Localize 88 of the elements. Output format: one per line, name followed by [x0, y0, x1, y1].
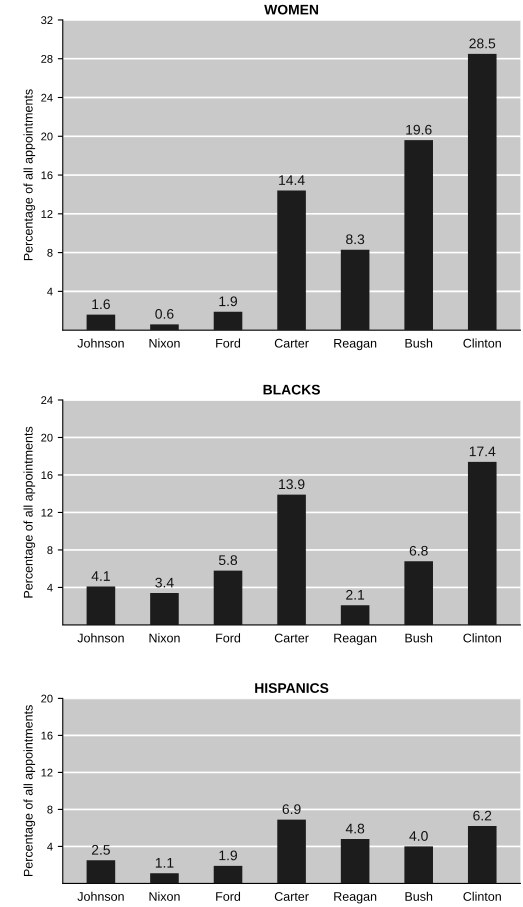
data-label: 1.1 [156, 858, 174, 868]
bar [404, 561, 433, 625]
bar [214, 866, 242, 884]
data-label: 19.6 [406, 124, 432, 135]
data-label: 2.5 [92, 844, 110, 855]
x-tick-label: Bush [405, 633, 432, 642]
data-label: 8.3 [346, 234, 364, 244]
x-tick-label: Nixon [150, 633, 180, 642]
bar [277, 820, 306, 884]
y-tick-label: 20 [41, 434, 53, 442]
x-tick-label: Johnson [77, 633, 124, 642]
data-label: 3.4 [155, 578, 174, 588]
x-tick-label: Reagan [334, 634, 376, 645]
data-label: 4.1 [92, 571, 110, 581]
data-label: 4.8 [346, 824, 364, 834]
y-tick-label: 8 [47, 806, 53, 814]
y-tick-label: 16 [42, 171, 53, 180]
y-tick-label: 16 [42, 471, 53, 480]
x-tick-label: Ford [216, 892, 240, 901]
y-tick-label: 4 [47, 584, 53, 592]
y-tick-label: 12 [42, 768, 52, 776]
x-tick-label: Clinton [463, 338, 501, 348]
data-label: 4.0 [409, 831, 428, 841]
data-label: 1.9 [219, 850, 238, 860]
x-tick-label: Reagan [334, 338, 376, 350]
bar [277, 190, 306, 330]
x-tick-label: Reagan [334, 892, 376, 904]
x-tick-label: Carter [274, 634, 309, 642]
chart-title: HISPANICS [255, 683, 328, 693]
y-tick-label: 12 [42, 508, 52, 516]
y-tick-label: 24 [41, 396, 53, 404]
x-tick-label: Johnson [77, 892, 124, 901]
x-tick-label: Bush [405, 338, 432, 348]
data-label: 6.8 [410, 546, 428, 556]
chart-title: BLACKS [264, 384, 320, 395]
data-label: 17.4 [470, 446, 496, 456]
data-label: 6.2 [473, 810, 492, 821]
bar [404, 846, 433, 884]
chart-title: WOMEN [264, 4, 318, 15]
bar [86, 314, 116, 330]
y-tick-label: 28 [41, 54, 53, 63]
x-tick-label: Clinton [463, 892, 501, 901]
data-label: 0.6 [155, 308, 174, 319]
y-tick-label: 4 [47, 288, 53, 296]
bar [150, 324, 179, 330]
x-tick-label: Ford [216, 338, 240, 348]
data-label: 5.8 [218, 555, 238, 566]
y-tick-label: 20 [41, 694, 53, 703]
bar [340, 250, 370, 330]
x-tick-label: Nixon [150, 338, 180, 348]
data-label: 28.5 [469, 38, 496, 48]
x-tick-label: Bush [405, 892, 432, 901]
y-tick-label: 20 [41, 132, 53, 140]
bar [86, 860, 116, 884]
data-label: 13.9 [279, 479, 304, 490]
bar [86, 586, 116, 625]
data-label: 14.4 [279, 175, 305, 185]
data-label: 1.6 [92, 299, 110, 310]
x-tick-label: Ford [216, 633, 240, 642]
bar [214, 570, 242, 625]
bar [150, 593, 179, 625]
bar [214, 312, 242, 330]
x-tick-label: Carter [274, 338, 309, 348]
y-tick-label: 24 [41, 94, 53, 102]
y-tick-label: 32 [41, 16, 52, 24]
y-tick-label: 8 [47, 248, 53, 257]
y-tick-label: 12 [42, 210, 52, 218]
y-axis-title: Percentage of all appointments [23, 426, 36, 598]
bar [340, 839, 370, 884]
y-axis-title: Percentage of all appointments [23, 89, 36, 260]
bar [277, 494, 306, 625]
x-tick-label: Nixon [150, 892, 180, 901]
bar [468, 826, 497, 884]
bar [468, 462, 497, 625]
x-tick-label: Clinton [463, 633, 501, 642]
bar [468, 54, 497, 330]
data-label: 6.9 [282, 804, 301, 814]
data-label: 1.9 [219, 296, 238, 306]
y-axis-title: Percentage of all appointments [23, 705, 36, 876]
y-tick-label: 8 [47, 546, 53, 554]
y-tick-label: 4 [47, 842, 53, 850]
bar [404, 140, 433, 330]
bar [150, 873, 179, 884]
x-tick-label: Johnson [77, 338, 124, 348]
y-tick-label: 16 [42, 732, 53, 740]
bar [340, 605, 370, 625]
x-tick-label: Carter [274, 892, 309, 901]
data-label: 2.1 [346, 590, 364, 600]
